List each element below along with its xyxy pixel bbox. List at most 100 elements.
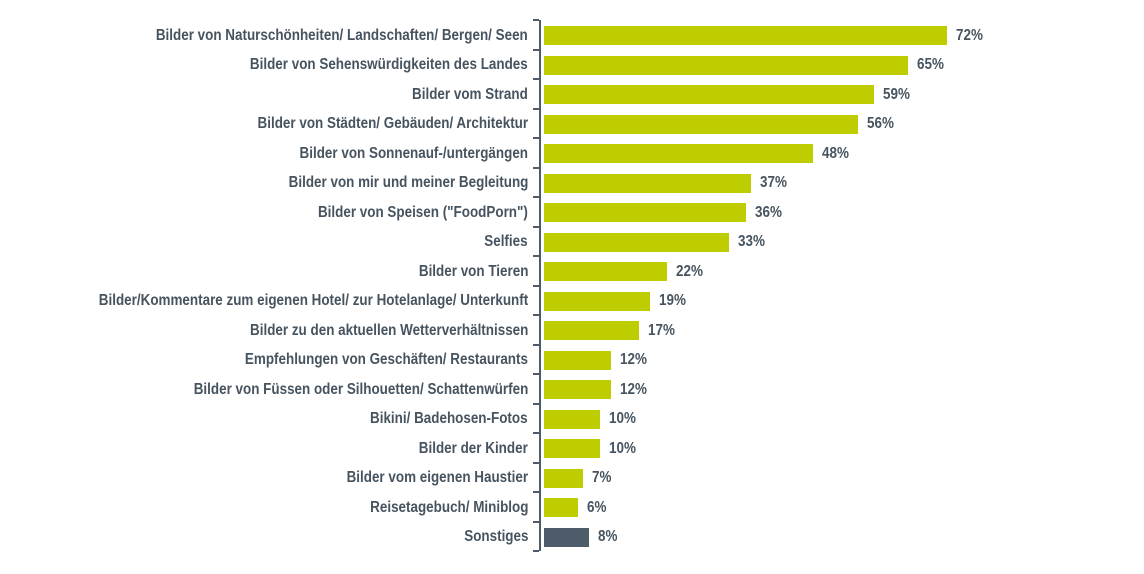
chart-row: Selfies 33% — [0, 228, 1144, 258]
category-label: Bilder von Sehenswürdigkeiten des Landes — [250, 56, 528, 74]
category-label: Bilder vom Strand — [412, 85, 528, 103]
value-label: 17% — [648, 321, 675, 339]
category-label: Bilder von Tieren — [418, 262, 528, 280]
chart-row: Bilder von Sehenswürdigkeiten des Landes… — [0, 51, 1144, 81]
value-label: 12% — [620, 351, 647, 369]
bar-cell: 65% — [544, 55, 1144, 75]
bar-cell: 7% — [544, 468, 1144, 488]
category-label: Bikini/ Badehosen-Fotos — [370, 410, 528, 428]
axis-tick — [533, 491, 539, 493]
bar — [544, 173, 751, 193]
category-label: Selfies — [484, 233, 528, 251]
axis-tick — [533, 137, 539, 139]
chart-row: Empfehlungen von Geschäften/ Restaurants… — [0, 346, 1144, 376]
value-label: 72% — [956, 26, 983, 44]
chart-row: Bilder/Kommentare zum eigenen Hotel/ zur… — [0, 287, 1144, 317]
category-label: Bilder von Sonnenauf-/untergängen — [299, 144, 528, 162]
category-label-cell: Bilder zu den aktuellen Wetterverhältnis… — [0, 321, 528, 339]
axis-tick — [533, 314, 539, 316]
chart-row: Bilder von Städten/ Gebäuden/ Architektu… — [0, 110, 1144, 140]
axis-tick — [533, 196, 539, 198]
axis-tick — [533, 255, 539, 257]
category-label: Bilder/Kommentare zum eigenen Hotel/ zur… — [98, 292, 528, 310]
chart-row: Bilder zu den aktuellen Wetterverhältnis… — [0, 316, 1144, 346]
axis-tick — [533, 166, 539, 169]
bar-cell: 12% — [544, 350, 1144, 370]
bar — [544, 232, 729, 252]
bar — [544, 291, 650, 311]
axis-tick — [533, 284, 539, 287]
bar — [544, 26, 947, 46]
category-label-cell: Bilder vom eigenen Haustier — [0, 470, 528, 486]
bar-cell: 33% — [544, 232, 1144, 252]
bar — [544, 380, 611, 400]
category-label-cell: Bilder vom Strand — [0, 85, 528, 103]
bar-cell: 36% — [544, 203, 1144, 223]
chart-row: Reisetagebuch/ Miniblog 6% — [0, 493, 1144, 523]
chart-rows: Bilder von Naturschönheiten/ Landschafte… — [0, 21, 1144, 552]
bar — [544, 321, 639, 341]
chart-row: Bilder von Füssen oder Silhouetten/ Scha… — [0, 375, 1144, 405]
value-label: 36% — [755, 203, 782, 221]
category-label: Bilder von Naturschönheiten/ Landschafte… — [156, 26, 528, 44]
category-label: Bilder von Städten/ Gebäuden/ Architektu… — [257, 115, 528, 133]
axis-tick — [533, 225, 539, 228]
bar-cell: 6% — [544, 498, 1144, 518]
value-label: 33% — [738, 233, 765, 251]
y-axis-line — [539, 20, 541, 551]
bar-cell: 59% — [544, 85, 1144, 105]
bar-cell: 10% — [544, 439, 1144, 459]
category-label-cell: Bilder von Städten/ Gebäuden/ Architektu… — [0, 116, 528, 132]
bar — [544, 85, 874, 105]
bar-cell: 37% — [544, 173, 1144, 193]
chart-row: Bilder von Tieren 22% — [0, 257, 1144, 287]
category-label: Bilder von mir und meiner Begleitung — [288, 174, 528, 192]
category-label-cell: Bilder/Kommentare zum eigenen Hotel/ zur… — [0, 293, 528, 309]
category-label: Bilder der Kinder — [418, 439, 528, 457]
chart-row: Bilder von Speisen ("FoodPorn") 36% — [0, 198, 1144, 228]
bar-cell: 22% — [544, 262, 1144, 282]
value-label: 22% — [676, 262, 703, 280]
axis-tick — [533, 19, 539, 21]
bar-cell: 19% — [544, 291, 1144, 311]
value-label: 48% — [822, 144, 849, 162]
value-label: 56% — [867, 115, 894, 133]
axis-tick — [533, 520, 539, 523]
category-label-cell: Bilder von Tieren — [0, 262, 528, 280]
axis-tick — [533, 461, 539, 464]
category-label: Bilder vom eigenen Haustier — [346, 469, 528, 487]
axis-tick — [533, 343, 539, 346]
category-label-cell: Bilder von Sehenswürdigkeiten des Landes — [0, 57, 528, 73]
category-label: Reisetagebuch/ Miniblog — [369, 498, 528, 516]
category-label: Bilder von Füssen oder Silhouetten/ Scha… — [193, 380, 528, 398]
value-label: 59% — [883, 85, 910, 103]
chart-row: Bilder der Kinder 10% — [0, 434, 1144, 464]
value-label: 10% — [609, 410, 636, 428]
bar-cell: 12% — [544, 380, 1144, 400]
chart-row: Bilder von Sonnenauf-/untergängen 48% — [0, 139, 1144, 169]
bar — [544, 468, 583, 488]
axis-tick — [533, 107, 539, 110]
category-label-cell: Empfehlungen von Geschäften/ Restaurants — [0, 352, 528, 368]
category-label: Bilder von Speisen ("FoodPorn") — [318, 203, 528, 221]
bar-cell: 17% — [544, 321, 1144, 341]
bar-cell: 56% — [544, 114, 1144, 134]
value-label: 12% — [620, 380, 647, 398]
category-label-cell: Bilder von Speisen ("FoodPorn") — [0, 203, 528, 221]
axis-tick — [533, 550, 539, 552]
value-label: 8% — [598, 528, 618, 546]
chart-row: Bilder vom eigenen Haustier 7% — [0, 464, 1144, 494]
chart-row: Bilder von Naturschönheiten/ Landschafte… — [0, 21, 1144, 51]
category-label-cell: Bikini/ Badehosen-Fotos — [0, 411, 528, 427]
bar — [544, 350, 611, 370]
bar — [544, 144, 813, 164]
value-label: 65% — [917, 56, 944, 74]
bar — [544, 114, 858, 134]
axis-tick — [533, 373, 539, 375]
category-label: Bilder zu den aktuellen Wetterverhältnis… — [249, 321, 528, 339]
category-label-cell: Selfies — [0, 234, 528, 250]
bar — [544, 262, 667, 282]
bar-cell: 48% — [544, 144, 1144, 164]
chart-row: Sonstiges 8% — [0, 523, 1144, 553]
